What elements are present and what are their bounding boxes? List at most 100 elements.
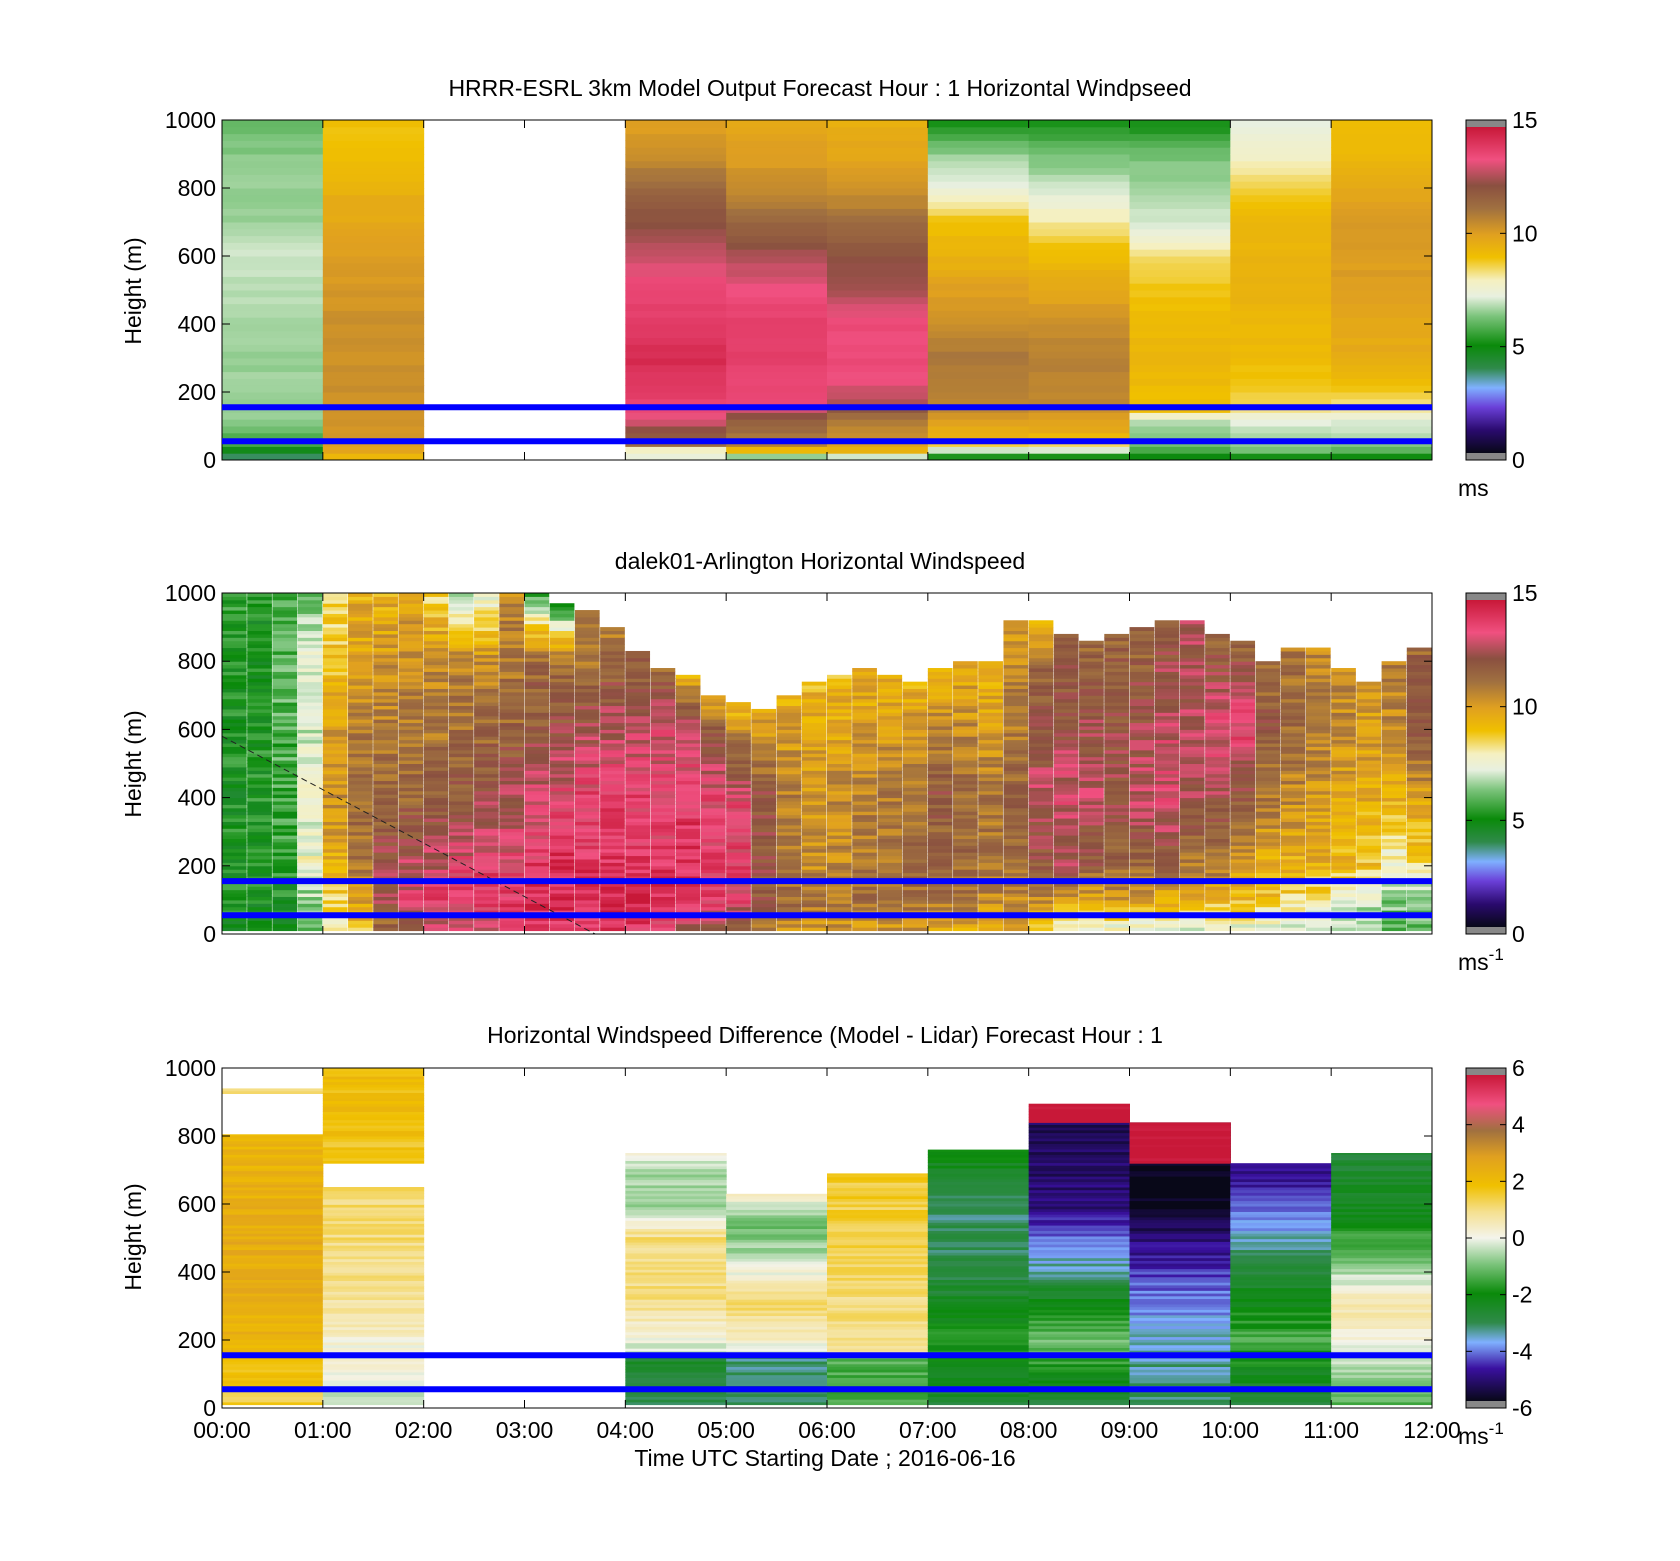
model-cell: [927, 242, 1030, 250]
lidar-cell: [978, 685, 1003, 689]
model-cell: [1331, 249, 1433, 257]
model-cell: [625, 222, 727, 230]
lidar-cell: [877, 736, 903, 741]
lidar-cell: [852, 889, 877, 894]
lidar-cell: [852, 852, 877, 857]
lidar-cell: [322, 722, 348, 727]
lidar-cell: [499, 783, 524, 788]
lidar-cell: [398, 766, 424, 771]
panel-lidar: dalek01-Arlington Horizontal Windspeed H…: [120, 548, 1538, 975]
lidar-cell: [1356, 766, 1382, 771]
lidar-cell: [524, 596, 550, 601]
lidar-cell: [1406, 893, 1432, 897]
lidar-cell: [978, 862, 1003, 867]
lidar-cell: [700, 712, 726, 717]
lidar-cell: [1129, 862, 1155, 867]
lidar-cell: [297, 630, 323, 635]
lidar-cell: [423, 654, 449, 659]
lidar-cell: [1381, 807, 1407, 812]
lidar-cell: [348, 627, 373, 632]
lidar-cell: [600, 865, 625, 870]
lidar-cell: [625, 688, 651, 693]
lidar-cell: [1079, 640, 1104, 645]
lidar-cell: [953, 882, 978, 887]
difference-cell: [322, 1280, 425, 1284]
lidar-cell: [524, 702, 550, 707]
lidar-cell: [322, 719, 348, 724]
lidar-cell: [322, 668, 348, 672]
lidar-cell: [902, 876, 928, 880]
lidar-cell: [499, 650, 524, 655]
lidar-cell: [1280, 715, 1306, 720]
lidar-cell: [801, 869, 827, 874]
lidar-cell: [776, 790, 802, 795]
lidar-cell: [1230, 855, 1256, 860]
lidar-cell: [1129, 828, 1155, 833]
lidar-cell: [1129, 678, 1155, 683]
lidar-cell: [448, 685, 474, 689]
lidar-cell: [574, 889, 600, 894]
lidar-cell: [877, 811, 903, 816]
lidar-cell: [1129, 736, 1155, 741]
lidar-cell: [1028, 821, 1054, 826]
lidar-cell: [1053, 814, 1079, 819]
lidar-cell: [600, 698, 625, 703]
lidar-cell: [322, 760, 348, 764]
lidar-cell: [272, 702, 298, 707]
lidar-cell: [1079, 858, 1104, 863]
lidar-cell: [1154, 801, 1180, 805]
lidar-cell: [398, 838, 424, 843]
model-cell: [222, 262, 324, 271]
lidar-cell: [1053, 688, 1079, 693]
lidar-cell: [978, 927, 1003, 932]
lidar-cell: [1331, 896, 1356, 901]
lidar-cell: [549, 882, 575, 887]
lidar-cell: [222, 732, 247, 737]
lidar-cell: [448, 596, 474, 601]
lidar-cell: [448, 927, 474, 932]
lidar-cell: [1079, 685, 1104, 689]
lidar-cell: [1305, 865, 1331, 870]
lidar-cell: [398, 794, 424, 799]
lidar-cell: [499, 753, 524, 758]
lidar-cell: [1205, 749, 1230, 754]
lidar-cell: [524, 804, 550, 809]
lidar-cell: [1280, 770, 1306, 775]
lidar-time-column: [675, 674, 701, 932]
lidar-cell: [1129, 845, 1155, 850]
lidar-cell: [600, 872, 625, 877]
lidar-cell: [574, 773, 600, 778]
lidar-cell: [1255, 746, 1281, 751]
lidar-cell: [1406, 783, 1432, 788]
lidar-cell: [373, 916, 398, 921]
lidar-cell: [1305, 787, 1331, 792]
lidar-cell: [801, 923, 827, 928]
lidar-cell: [1255, 882, 1281, 887]
model-cell: [927, 215, 1030, 223]
lidar-cell: [474, 729, 499, 734]
lidar-cell: [398, 824, 424, 829]
lidar-cell: [1053, 804, 1079, 809]
lidar-cell: [247, 702, 272, 707]
lidar-cell: [1129, 712, 1155, 717]
lidar-cell: [272, 606, 298, 611]
lidar-cell: [1331, 777, 1356, 782]
lidar-cell: [877, 872, 903, 877]
lidar-cell: [625, 831, 651, 836]
lidar-cell: [524, 923, 550, 928]
lidar-cell: [1280, 893, 1306, 897]
lidar-cell: [726, 780, 751, 785]
lidar-cell: [1129, 824, 1155, 829]
lidar-cell: [1255, 906, 1281, 911]
lidar-cell: [373, 729, 398, 734]
model-cell: [726, 419, 828, 427]
lidar-cell: [1331, 770, 1356, 775]
lidar-cell: [373, 640, 398, 645]
lidar-cell: [524, 821, 550, 826]
lidar-cell: [297, 811, 323, 816]
model-cell: [726, 154, 828, 162]
lidar-cell: [1179, 893, 1205, 897]
lidar-cell: [700, 732, 726, 737]
lidar-cell: [902, 903, 928, 908]
lidar-cell: [1104, 725, 1129, 730]
